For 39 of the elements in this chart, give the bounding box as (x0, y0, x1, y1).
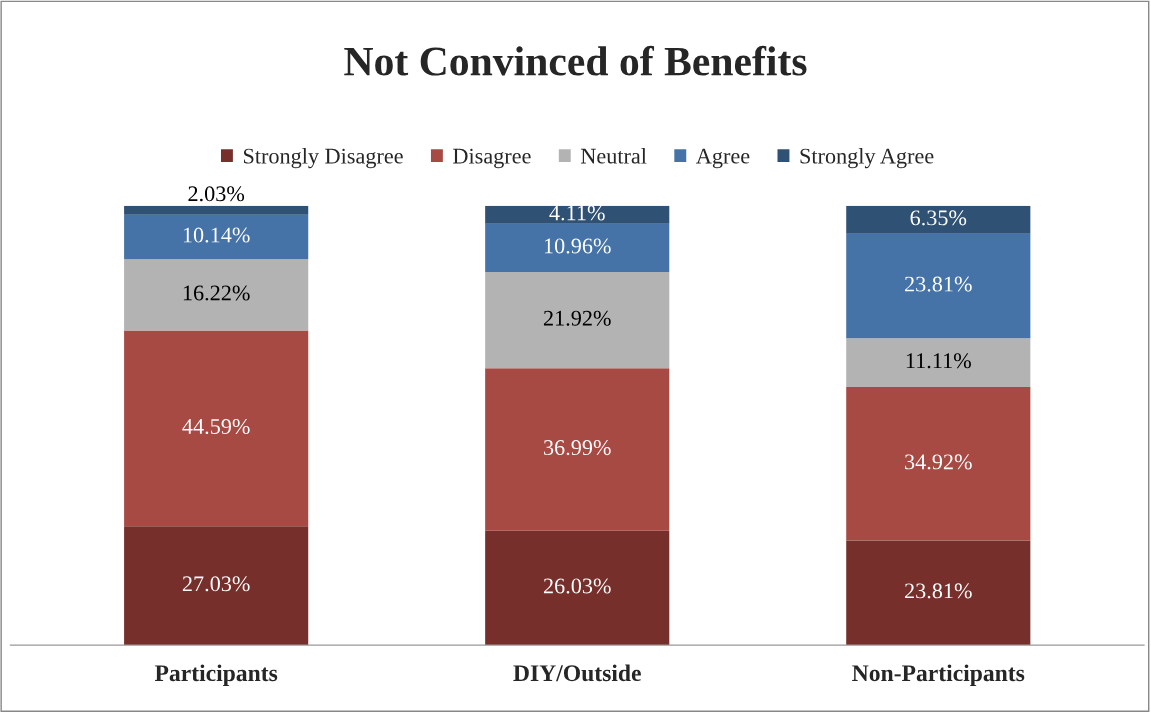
data-label: 16.22% (183, 285, 250, 301)
data-label: 4.11% (549, 205, 605, 221)
bar (124, 214, 309, 260)
bar (485, 530, 670, 646)
bar (485, 271, 670, 369)
legend-label: Disagree (453, 148, 531, 169)
data-label: 23.81% (905, 583, 972, 599)
data-label: 44.59% (182, 418, 250, 435)
data-label: 34.92% (905, 454, 972, 470)
bar (124, 205, 309, 215)
bar (124, 526, 309, 646)
data-label: 11.11% (906, 353, 971, 369)
bar (124, 330, 309, 527)
data-label: 23.81% (905, 276, 972, 292)
x-tick-label: Participants (154, 664, 278, 686)
bar (846, 387, 1031, 541)
data-label: 26.03% (543, 578, 611, 594)
bar (485, 223, 670, 272)
data-label: 2.03% (188, 186, 245, 202)
bar (485, 205, 670, 224)
bar (124, 259, 309, 331)
bar (846, 205, 1031, 234)
legend-label: Strongly Agree (800, 147, 934, 169)
data-label: 6.35% (910, 210, 967, 226)
bar (485, 368, 670, 531)
data-label: 27.03% (182, 576, 250, 592)
bar (846, 233, 1031, 339)
data-label: 36.99% (544, 440, 611, 456)
bar (846, 338, 1031, 388)
x-tick-label: DIY/Outside (513, 664, 641, 682)
legend-label: Agree (696, 148, 750, 169)
data-label: 10.14% (183, 227, 250, 243)
legend-label: Strongly Disagree (243, 147, 403, 169)
bar (846, 540, 1031, 646)
x-tick-label: Non-Participants (852, 664, 1025, 686)
chart-title: Not Convinced of Benefits (344, 45, 807, 76)
legend-label: Neutral (580, 147, 647, 164)
data-label: 21.92% (543, 310, 611, 326)
data-label: 10.96% (544, 238, 611, 254)
